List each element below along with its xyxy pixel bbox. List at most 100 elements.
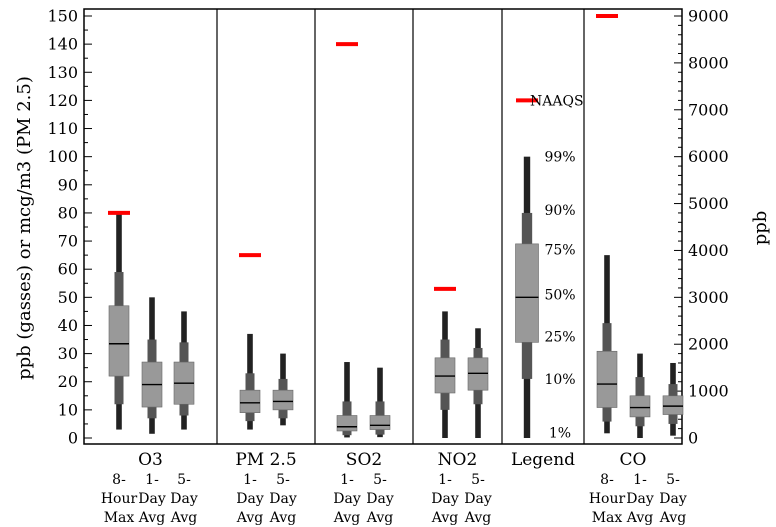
- series-label-line: Day: [626, 491, 654, 507]
- series-label-line: 1-: [243, 472, 257, 488]
- y-left-tick-label: 50: [58, 288, 78, 307]
- box-o3-2: [141, 297, 163, 434]
- plot-border: [83, 8, 683, 445]
- series-label-line: Max: [104, 510, 135, 526]
- series-label-line: 1-: [340, 472, 354, 488]
- series-label-line: Day: [464, 491, 492, 507]
- series-label-line: Hour: [101, 491, 138, 507]
- series-label-line: Avg: [659, 510, 686, 526]
- legend-percent-label: 90%: [544, 203, 575, 219]
- box-25-75: [239, 389, 261, 413]
- legend-percent-label: 50%: [544, 288, 575, 304]
- y-left-tick-label: 100: [47, 147, 78, 166]
- series-label-line: 5-: [276, 472, 290, 488]
- series-label-line: Avg: [431, 510, 458, 526]
- box-25-75: [467, 357, 489, 391]
- y-right-tick-label: 2000: [688, 335, 729, 354]
- y-right-tick-label: 5000: [688, 194, 729, 213]
- series-label-line: 8-: [112, 472, 126, 488]
- series-label-line: Day: [269, 491, 297, 507]
- legend-percent-label: 10%: [544, 372, 575, 388]
- series-label-line: Avg: [333, 510, 360, 526]
- series-label-line: Day: [236, 491, 264, 507]
- series-label-line: 8-: [600, 472, 614, 488]
- series-label-line: Avg: [626, 510, 653, 526]
- y-left-tick-label: 90: [58, 175, 78, 194]
- series-label-line: Avg: [138, 510, 165, 526]
- y-right-tick-label: 9000: [688, 7, 729, 26]
- y-right-tick-label: 7000: [688, 100, 729, 119]
- box-no2-2: [467, 328, 489, 438]
- series-label-line: Day: [333, 491, 361, 507]
- box-25-75: [272, 389, 294, 411]
- y-left-tick-label: 20: [58, 372, 78, 391]
- series-label-line: 5-: [373, 472, 387, 488]
- y-left-tick-label: 150: [47, 7, 78, 26]
- series-label-line: 1-: [633, 472, 647, 488]
- box-25-75: [336, 415, 358, 432]
- series-label-line: 1-: [438, 472, 452, 488]
- naaqs-marks: NAAQS: [108, 14, 618, 291]
- axis-ticks: 0 10 20 30 40 50 60 70 80 90 100 110 120 130 140 150 0 10…: [47, 7, 728, 448]
- box-25-75: [108, 305, 130, 377]
- plot-frame: [83, 8, 683, 445]
- box-25-75: [434, 357, 456, 394]
- box-co-3: [662, 362, 684, 436]
- box-series: [108, 156, 684, 438]
- y-left-tick-label: 10: [58, 400, 78, 419]
- legend-percent-label: 75%: [544, 243, 575, 259]
- box-o3-1: [108, 212, 130, 430]
- box-25-75: [629, 395, 651, 418]
- y-right-tick-label: 3000: [688, 288, 729, 307]
- y-left-tick-label: 60: [58, 260, 78, 279]
- series-label-line: Avg: [366, 510, 393, 526]
- box-o3-3: [173, 311, 195, 430]
- panel-label-co: CO: [620, 450, 647, 470]
- series-label-line: Avg: [464, 510, 491, 526]
- box-25-75: [515, 243, 539, 343]
- series-label-line: Day: [659, 491, 687, 507]
- y-left-tick-label: 110: [47, 119, 78, 138]
- box-25-75: [369, 415, 391, 430]
- box-co-2: [629, 353, 651, 438]
- series-label-line: 5-: [177, 472, 191, 488]
- series-label-line: 5-: [471, 472, 485, 488]
- y-left-tick-label: 130: [47, 63, 78, 82]
- box-co-1: [596, 255, 618, 434]
- y-left-tick-label: 30: [58, 344, 78, 363]
- panel-label-no2: NO2: [438, 450, 478, 470]
- series-label-line: Avg: [269, 510, 296, 526]
- panel-label-legend: Legend: [511, 450, 575, 470]
- y-left-tick-label: 40: [58, 316, 78, 335]
- y-left-tick-label: 140: [47, 35, 78, 54]
- series-label-line: Day: [138, 491, 166, 507]
- y-right-tick-label: 4000: [688, 241, 729, 260]
- y-right-tick-label: 8000: [688, 53, 729, 72]
- y-left-tick-label: 70: [58, 232, 78, 251]
- box-so2-1: [336, 362, 358, 438]
- box-pm-2-5-1: [239, 333, 261, 430]
- box-pm-2-5-2: [272, 353, 294, 426]
- y-axis-right-title: ppb: [750, 211, 771, 246]
- box-25-75: [662, 395, 684, 415]
- y-right-tick-label: 1000: [688, 382, 729, 401]
- series-label-line: Day: [366, 491, 394, 507]
- panel-label-o3: O3: [138, 450, 163, 470]
- y-right-tick-label: 6000: [688, 147, 729, 166]
- box-so2-2: [369, 367, 391, 438]
- panel-label-so2: SO2: [346, 450, 382, 470]
- series-label-line: 1-: [145, 472, 159, 488]
- series-label-line: Avg: [170, 510, 197, 526]
- legend-percent-label: 25%: [544, 330, 575, 346]
- series-label-line: Day: [431, 491, 459, 507]
- panel-label-pm-2-5: PM 2.5: [235, 450, 296, 470]
- y-left-tick-label: 120: [47, 91, 78, 110]
- panel-dividers: [216, 9, 585, 444]
- whisker-1-99: [344, 362, 350, 438]
- y-left-tick-label: 80: [58, 203, 78, 222]
- y-axis-left-title: ppb (gasses) or mcg/m3 (PM 2.5): [14, 76, 35, 380]
- y-left-tick-label: 0: [68, 429, 78, 448]
- series-label-line: Hour: [589, 491, 626, 507]
- naaqs-label: NAAQS: [530, 93, 584, 109]
